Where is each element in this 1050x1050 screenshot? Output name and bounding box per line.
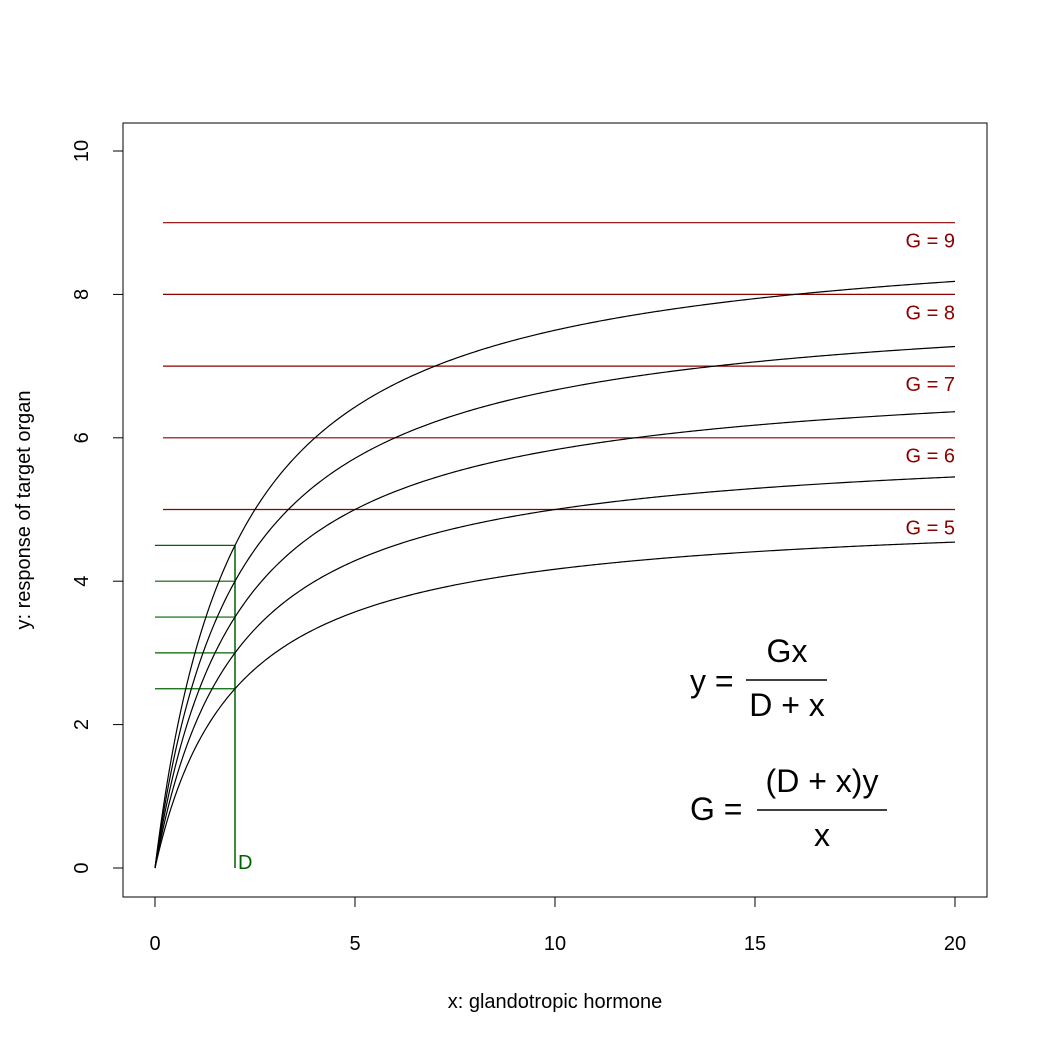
formula-2: G = (D + x)y x <box>690 763 887 853</box>
formula-1: y = Gx D + x <box>690 633 827 723</box>
svg-text:G =: G = <box>690 791 742 827</box>
curve-9 <box>154 280 956 869</box>
d-label: D <box>238 852 252 874</box>
svg-text:D + x: D + x <box>749 687 825 723</box>
svg-text:x: x <box>814 817 830 853</box>
x-tick-label: 0 <box>149 933 160 955</box>
curve-label: G = 9 <box>906 231 955 253</box>
y-tick-label: 2 <box>71 719 93 730</box>
x-tick-label: 5 <box>349 933 360 955</box>
x-axis-label: x: glandotropic hormone <box>448 991 663 1013</box>
curve-label: G = 6 <box>906 446 955 468</box>
svg-text:y =: y = <box>690 663 734 699</box>
curve-6 <box>154 476 956 869</box>
y-axis-label: y: response of target organ <box>13 390 35 629</box>
curve-label: G = 5 <box>906 517 955 539</box>
y-tick-label: 0 <box>71 862 93 873</box>
x-tick-label: 20 <box>944 933 966 955</box>
curve-7 <box>154 411 956 869</box>
y-tick-label: 6 <box>71 432 93 443</box>
curve-8 <box>154 345 956 869</box>
y-tick-label: 10 <box>71 140 93 162</box>
svg-text:(D + x)y: (D + x)y <box>766 763 879 799</box>
y-tick-label: 4 <box>71 576 93 587</box>
svg-text:Gx: Gx <box>767 633 808 669</box>
x-tick-label: 10 <box>544 933 566 955</box>
y-tick-label: 8 <box>71 289 93 300</box>
curve-label: G = 8 <box>906 302 955 324</box>
x-tick-label: 15 <box>744 933 766 955</box>
curve-label: G = 7 <box>906 374 955 396</box>
curve-5 <box>154 541 956 869</box>
